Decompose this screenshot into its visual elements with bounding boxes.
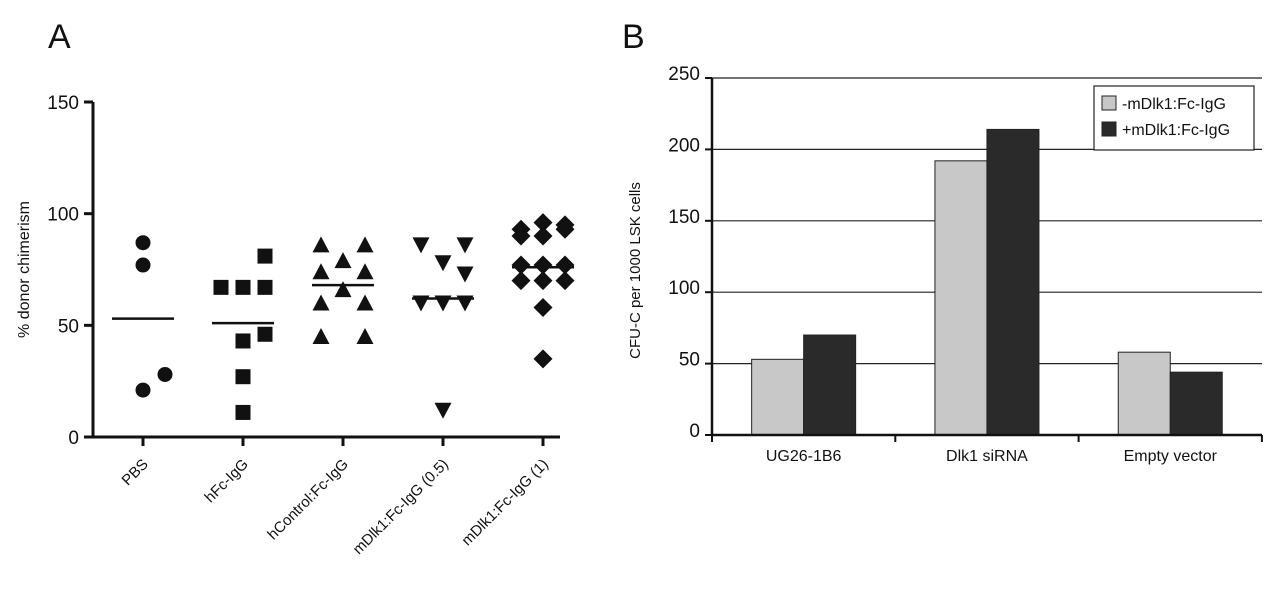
panel-b-axes: [710, 78, 1263, 442]
panel-b-legend-swatch: [1101, 121, 1117, 137]
panel-b-y-tick-label: 250: [668, 64, 700, 85]
panel-a-point-mdlk1-fc-igg-1: [533, 213, 553, 233]
panel-a-y-tick-label: 50: [58, 316, 79, 337]
panel-a-x-label-hcontrol-fc-igg: hControl:Fc-IgG: [264, 456, 351, 543]
panel-a-point-pbs: [135, 257, 151, 273]
panel-b-bar-dlk1-sirna-plus: [986, 128, 1040, 436]
panel-a-point-mdlk1-fc-igg-1: [533, 349, 553, 369]
panel-b-bar-ug26-1b6-plus: [803, 334, 857, 436]
panel-a-point-mdlk1-fc-igg-1: [511, 271, 531, 291]
panel-a-point-mdlk1-fc-igg-1: [533, 271, 553, 291]
panel-b-legend-label: +mDlk1:Fc-IgG: [1122, 122, 1230, 139]
panel-b-x-label-ug26-1b6: UG26-1B6: [766, 448, 842, 465]
panel-a-point-hcontrol-fc-igg: [356, 294, 374, 311]
panel-a-point-hcontrol-fc-igg: [312, 263, 330, 280]
panel-a-y-tick-label: 0: [68, 428, 79, 449]
panel-a-point-mdlk1-fc-igg-1: [533, 297, 553, 317]
panel-b-legend: -mDlk1:Fc-IgG +mDlk1:Fc-IgG: [1093, 85, 1255, 151]
panel-a-point-hcontrol-fc-igg: [312, 328, 330, 344]
panel-b-bar-dlk1-sirna-minus: [934, 160, 988, 436]
panel-b-bar-empty-vector-plus: [1169, 371, 1223, 436]
panel-b-letter: B: [622, 18, 645, 56]
panel-b-y-axis-title: CFU-C per 1000 LSK cells: [627, 182, 644, 359]
panel-b-y-tick-label: 200: [668, 135, 700, 156]
panel-a-point-hfc-igg: [235, 279, 251, 295]
panel-b-y-tick-label: 50: [679, 350, 700, 371]
panel-a-point-mdlk1-fc-igg-1: [533, 255, 553, 275]
panel-a-point-mdlk1-fc-igg-1: [555, 271, 575, 291]
panel-a-scatter-chart: 0 50 100 150 % donor chimerism PBS hFc-IgG hC…: [16, 93, 575, 558]
panel-a-point-hcontrol-fc-igg: [312, 236, 330, 253]
panel-b-bar-chart: 0 50 100 150 200 250 CFU-C per 1000 LSK cells…: [627, 64, 1263, 465]
panel-b-legend-box: [1093, 85, 1255, 151]
panel-a-y-tick-label: 150: [47, 93, 79, 114]
panel-a-point-hcontrol-fc-igg: [312, 294, 330, 311]
panel-a-point-mdlk1-fc-igg-1: [555, 255, 575, 275]
panel-a-point-mdlk1-fc-igg-0-5: [456, 237, 474, 254]
panel-a-point-mdlk1-fc-igg-1: [511, 226, 531, 246]
panel-a-y-tick-label: 100: [47, 205, 79, 226]
panel-a-point-hfc-igg: [235, 404, 251, 420]
panel-a-x-label-mdlk1-fc-igg-1: mDlk1:Fc-IgG (1): [458, 456, 551, 549]
panel-b-y-tick-label: 100: [668, 278, 700, 299]
panel-a-axes: [91, 102, 560, 439]
panel-b-bars: [751, 128, 1223, 436]
panel-a-y-axis-title: % donor chimerism: [16, 201, 33, 338]
panel-a-point-hfc-igg: [257, 279, 273, 295]
panel-a-point-mdlk1-fc-igg-0-5: [434, 402, 452, 419]
panel-a-point-mdlk1-fc-igg-1: [533, 226, 553, 246]
panel-b-legend-label: -mDlk1:Fc-IgG: [1122, 96, 1226, 113]
panel-b-x-labels: UG26-1B6 Dlk1 siRNA Empty vector: [766, 448, 1218, 465]
panel-a-point-mdlk1-fc-igg-1: [555, 219, 575, 239]
panel-a-x-label-pbs: PBS: [119, 456, 152, 489]
panel-a-point-hcontrol-fc-igg: [356, 328, 374, 344]
panel-a-point-hcontrol-fc-igg: [356, 236, 374, 253]
panel-a-point-hcontrol-fc-igg: [334, 281, 352, 298]
panel-b-y-tick-label: 150: [668, 207, 700, 228]
panel-b-x-label-dlk1-sirna: Dlk1 siRNA: [946, 448, 1028, 465]
panel-a-point-mdlk1-fc-igg-0-5: [434, 255, 452, 272]
panel-b-bar-empty-vector-minus: [1117, 351, 1171, 436]
panel-b-y-tick-label: 0: [689, 421, 700, 442]
panel-a-point-pbs: [135, 235, 151, 251]
panel-a-point-hcontrol-fc-igg: [356, 263, 374, 280]
panel-b-y-ticks: 0 50 100 150 200 250: [668, 64, 712, 442]
panel-b-x-label-empty-vector: Empty vector: [1124, 448, 1218, 465]
panel-a-point-hfc-igg: [213, 279, 229, 295]
panel-a-x-label-hfc-igg: hFc-IgG: [201, 456, 251, 506]
panel-b-bar-ug26-1b6-minus: [751, 358, 805, 436]
panel-a-point-hfc-igg: [257, 326, 273, 342]
panel-a-point-pbs: [135, 382, 151, 398]
panel-a-point-pbs: [157, 366, 173, 382]
panel-a-points: [135, 213, 575, 420]
panel-a-point-mdlk1-fc-igg-1: [511, 255, 531, 275]
panel-a-point-hfc-igg: [257, 248, 273, 264]
panel-b-legend-swatch: [1101, 95, 1117, 111]
panel-a-point-mdlk1-fc-igg-0-5: [412, 237, 430, 254]
panel-a-point-mdlk1-fc-igg-0-5: [456, 266, 474, 283]
panel-a-y-ticks: 0 50 100 150: [47, 93, 93, 449]
panel-a-mean-lines: [112, 266, 574, 325]
panel-a-point-hfc-igg: [235, 369, 251, 385]
panel-a-point-hfc-igg: [235, 333, 251, 349]
panel-a-letter: A: [48, 18, 71, 56]
panel-a-point-hcontrol-fc-igg: [334, 252, 352, 269]
panel-a-x-label-mdlk1-fc-igg-0-5: mDlk1:Fc-IgG (0.5): [350, 456, 452, 558]
